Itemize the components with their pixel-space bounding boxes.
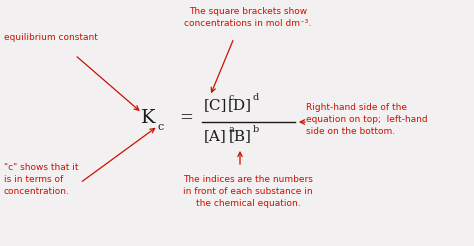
Text: c: c [158, 122, 164, 132]
Text: The indices are the numbers: The indices are the numbers [183, 175, 313, 184]
Text: c: c [228, 93, 234, 103]
Text: Right-hand side of the: Right-hand side of the [306, 104, 407, 112]
Text: d: d [253, 93, 259, 103]
Text: K: K [141, 109, 155, 127]
Text: [C]: [C] [203, 98, 227, 112]
Text: "c" shows that it: "c" shows that it [4, 164, 79, 172]
Text: in front of each substance in: in front of each substance in [183, 187, 313, 197]
Text: concentration.: concentration. [4, 187, 70, 197]
Text: b: b [253, 124, 259, 134]
Text: equilibrium constant: equilibrium constant [4, 33, 98, 43]
Text: is in terms of: is in terms of [4, 175, 63, 184]
Text: equation on top;  left-hand: equation on top; left-hand [306, 116, 428, 124]
Text: concentrations in mol dm⁻³.: concentrations in mol dm⁻³. [184, 19, 311, 29]
Text: [D]: [D] [228, 98, 252, 112]
Text: [A]: [A] [204, 129, 227, 143]
Text: the chemical equation.: the chemical equation. [196, 200, 301, 209]
Text: side on the bottom.: side on the bottom. [306, 127, 395, 137]
Text: a: a [228, 124, 234, 134]
Text: The square brackets show: The square brackets show [189, 7, 307, 16]
Text: =: = [179, 109, 193, 126]
Text: [B]: [B] [228, 129, 251, 143]
